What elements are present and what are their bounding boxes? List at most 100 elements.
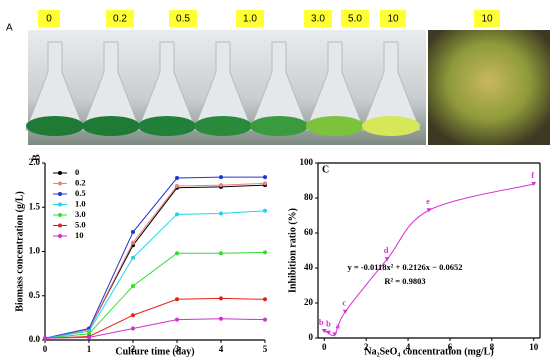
legend-marker	[58, 181, 62, 186]
x-tick-label: 0	[322, 342, 327, 352]
data-point	[175, 184, 179, 189]
point-label: e	[426, 196, 430, 206]
data-point	[131, 313, 135, 318]
x-axis-title: Na₂SeO₄ concentration (mg/L)	[364, 346, 493, 357]
legend-marker	[58, 202, 62, 207]
flask-label: 0	[46, 14, 52, 25]
y-tick-label: 60	[304, 227, 314, 237]
flask-label: 1.0	[243, 14, 257, 25]
data-point	[175, 251, 179, 256]
y-tick-label: 80	[304, 192, 314, 202]
data-point	[219, 316, 223, 321]
x-tick-label: 5	[263, 344, 268, 354]
y-tick-label: 0	[309, 332, 314, 342]
legend-label: 0.5	[75, 188, 86, 198]
data-point	[342, 309, 348, 314]
data-point	[87, 335, 91, 340]
label-boxes	[38, 10, 500, 27]
data-point	[219, 211, 223, 216]
flask-label: 3.0	[311, 14, 325, 25]
legend-marker	[58, 171, 62, 175]
x-tick-label: 1	[87, 344, 92, 354]
data-point	[131, 255, 135, 260]
data-point	[325, 330, 331, 335]
legend-marker	[58, 213, 62, 217]
equation: y = -0.0118x² + 0.2126x − 0.0652	[347, 262, 462, 272]
panel-label: B	[31, 154, 42, 161]
data-point	[175, 176, 179, 181]
point-label: a	[336, 320, 341, 330]
data-point	[263, 208, 267, 213]
series-line	[44, 182, 266, 339]
data-point	[175, 212, 179, 217]
y-tick-label: 20	[304, 297, 314, 307]
data-point	[131, 284, 135, 289]
zoom-photo	[428, 30, 550, 145]
data-point	[219, 251, 223, 256]
data-point	[384, 257, 390, 262]
legend-label: 1.0	[75, 198, 86, 208]
x-tick-label: 4	[219, 344, 224, 354]
x-tick-label: 6	[448, 342, 453, 352]
series-line	[44, 251, 266, 339]
data-point	[263, 181, 267, 186]
cultures	[26, 116, 420, 136]
y-tick-label: 40	[304, 262, 314, 272]
series-line	[44, 297, 266, 339]
flasks	[25, 41, 421, 131]
x-tick-label: 4	[406, 342, 411, 352]
y-tick-label: 100	[300, 157, 314, 167]
y-tick-label: 1.0	[29, 246, 41, 256]
legend-label: 5.0	[75, 219, 86, 229]
flask-label: 5.0	[348, 14, 362, 25]
flask-label: 10	[387, 14, 399, 25]
y-tick-label: 1.5	[29, 201, 41, 211]
legend-marker	[58, 192, 62, 196]
data-point	[426, 208, 432, 213]
data-point	[43, 336, 47, 341]
data-point	[131, 240, 135, 245]
legend-label: 0	[75, 167, 79, 177]
data-point	[131, 326, 135, 331]
y-tick-label: 2.0	[29, 157, 41, 167]
data-point	[175, 297, 179, 302]
data-point	[263, 250, 267, 255]
x-tick-label: 8	[490, 342, 495, 352]
flask-label: 10	[481, 14, 493, 25]
photo-panel: A 0 0.2 0.5 1.0 3.0 5.0 10 10	[6, 10, 550, 145]
legend-label: 10	[75, 230, 84, 240]
x-tick-label: 2	[364, 342, 369, 352]
y-axis-title: Inhibition ratio (%)	[287, 208, 298, 293]
data-point	[531, 182, 537, 186]
panel-label: A	[6, 23, 13, 34]
x-tick-label: 10	[529, 342, 539, 352]
panel-label: C	[322, 164, 329, 175]
point-label: f	[531, 170, 534, 180]
x-tick-label: 3	[175, 344, 180, 354]
data-point	[332, 332, 338, 337]
point-label: b	[326, 319, 331, 329]
data-point	[219, 296, 223, 301]
data-point	[175, 317, 179, 322]
data-point	[219, 183, 223, 188]
point-label: c	[342, 298, 346, 308]
flask-label: 0.5	[176, 14, 190, 25]
data-point	[263, 175, 267, 180]
data-point	[219, 175, 223, 180]
data-point	[131, 230, 135, 235]
legend-marker	[58, 234, 62, 238]
data-point	[263, 297, 267, 302]
legend-marker	[58, 223, 62, 228]
point-label: d	[384, 245, 389, 255]
fit-curve	[324, 183, 534, 337]
series-line	[44, 176, 265, 339]
x-tick-label: 0	[43, 344, 48, 354]
flask-label: 0.2	[113, 14, 127, 25]
y-axis-title: Biomass concentration (g/L)	[14, 191, 25, 312]
r-squared: R² = 0.9803	[384, 276, 425, 286]
data-point	[263, 317, 267, 322]
x-axis-title: Culture time (day)	[115, 346, 194, 357]
legend-label: 0.2	[75, 177, 86, 187]
y-tick-label: 0.0	[29, 334, 41, 344]
